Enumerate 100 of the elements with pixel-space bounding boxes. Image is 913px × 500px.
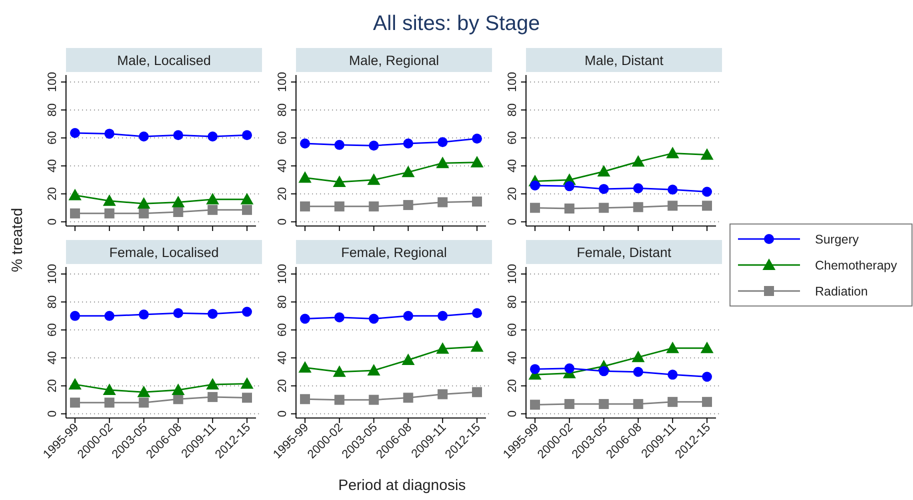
point [332,365,346,377]
y-tick-label: 60 [505,130,519,145]
point [104,398,114,408]
point [242,204,252,215]
y-tick-label: 80 [505,102,519,117]
point [472,134,482,144]
point [70,128,80,138]
point [436,342,450,354]
point [564,204,574,214]
point [472,387,482,398]
point [633,202,644,212]
point [68,378,82,390]
point [104,310,114,321]
chart-title: Female, Distant [576,245,672,260]
point [438,137,448,148]
point [138,398,149,408]
point [137,386,150,398]
y-tick-label: 20 [45,378,59,393]
y-tick-label: 0 [275,410,289,418]
point [598,399,609,410]
point [208,308,218,319]
y-tick-label: 60 [45,322,59,337]
point [70,208,80,218]
point [367,364,380,376]
text: All sites: by Stage [373,12,540,35]
point [402,166,415,178]
chart-title: Male, Regional [348,53,440,68]
y-tick-label: 80 [275,294,289,309]
point [300,201,310,212]
point [68,188,82,200]
y-tick-label: 80 [505,294,519,309]
y-tick-label: 20 [505,186,519,201]
point [702,200,712,211]
y-tick-label: 100 [505,264,519,284]
point [666,342,680,354]
y-tick-label: 40 [505,158,519,173]
y-tick-label: 20 [505,378,519,393]
chart-title: Female, Localised [109,245,219,260]
y-tick-label: 40 [505,350,519,365]
y-tick-label: 0 [45,218,59,226]
point [666,146,680,158]
point [104,128,114,139]
point [173,394,184,404]
point [298,361,312,373]
point [403,310,414,321]
y-tick-label: 80 [45,102,59,117]
point [138,132,149,142]
y-tick-label: 100 [275,72,289,92]
point [70,310,80,321]
point [702,372,712,382]
point [300,314,310,324]
point [632,350,645,362]
point [137,197,150,209]
point [598,366,609,376]
point [368,201,379,212]
point [633,399,644,410]
point [367,173,380,185]
point [242,130,252,140]
point [242,392,252,403]
point [438,197,448,208]
y-tick-label: 80 [45,294,59,309]
point [172,384,185,396]
point [368,314,379,324]
point [668,200,678,211]
point [206,192,220,204]
point [668,370,678,380]
point [564,181,574,192]
point [530,364,540,374]
point [438,310,448,321]
point [172,196,185,208]
legend-label: Chemotherapy [815,258,898,272]
point [334,201,344,212]
y-tick-label: 0 [505,410,519,418]
chart-title: Female, Regional [341,245,447,260]
point [332,175,346,187]
y-axis-title: % treated [9,208,26,272]
point [173,130,184,140]
point [173,308,184,318]
point [668,396,678,407]
point [70,398,80,408]
point [138,208,149,218]
point [102,384,116,396]
point [700,342,714,354]
y-tick-label: 40 [45,350,59,365]
point [702,396,712,407]
point [702,186,712,197]
point [633,366,644,377]
point [368,140,379,151]
point [403,138,414,149]
x-axis-title: Period at diagnosis [338,477,466,494]
y-tick-label: 60 [45,130,59,145]
point [402,353,415,365]
point [597,164,610,176]
point [102,194,116,206]
y-tick-label: 20 [275,186,289,201]
point [470,156,484,168]
point [334,140,344,150]
legend-label: Surgery [815,232,860,246]
chart-title: Male, Distant [584,53,664,68]
point [334,394,344,405]
